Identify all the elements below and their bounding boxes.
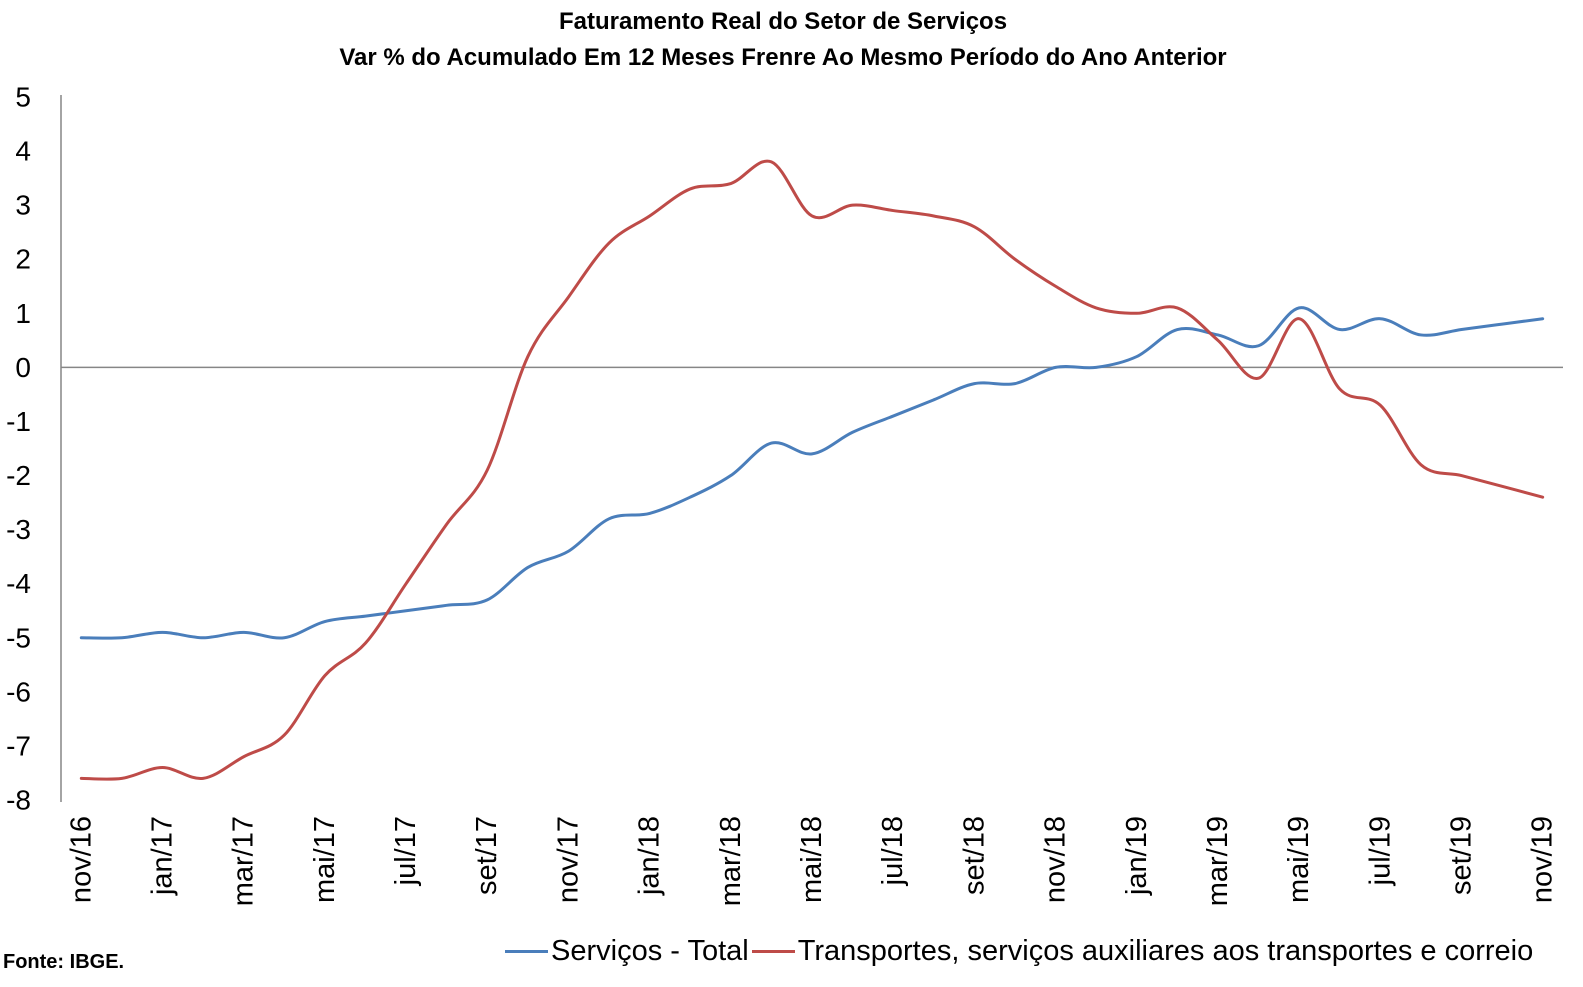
y-tick-label: -1 — [6, 406, 31, 437]
x-tick-label: nov/17 — [552, 816, 584, 903]
y-tick-label: -5 — [6, 622, 31, 653]
series-line-servicos-total — [79, 306, 1545, 640]
x-tick-label: mar/19 — [1202, 816, 1234, 906]
legend-item-servicos-total: Serviços - Total — [505, 934, 749, 968]
y-tick-label: 4 — [15, 136, 31, 167]
y-tick-label: 3 — [15, 190, 31, 221]
x-tick-label: mai/18 — [796, 816, 828, 903]
x-axis-labels: nov/16 jan/17 mar/17 mai/17 jul/17 set/17 nov/… — [65, 816, 1558, 906]
x-tick-label: mai/19 — [1283, 816, 1315, 903]
x-tick-label: mar/18 — [715, 816, 747, 906]
x-tick-label: jan/18 — [634, 816, 666, 896]
y-tick-label: -7 — [6, 730, 31, 761]
legend-label-servicos-total: Serviços - Total — [551, 935, 749, 967]
y-tick-label: -8 — [6, 785, 31, 816]
source-note: Fonte: IBGE. — [3, 951, 125, 973]
x-tick-label: set/18 — [958, 816, 990, 895]
y-tick-label: -6 — [6, 676, 31, 707]
y-tick-label: -2 — [6, 460, 31, 491]
x-tick-label: jan/17 — [146, 816, 178, 896]
x-tick-label: jul/17 — [390, 816, 422, 886]
chart-title-block: Faturamento Real do Setor de Serviços Va… — [0, 4, 1566, 76]
series-line-transportes-servicos — [79, 159, 1545, 781]
chart-title: Faturamento Real do Setor de Serviços — [558, 8, 1008, 35]
y-tick-label: -3 — [6, 514, 31, 545]
x-tick-label: set/19 — [1446, 816, 1478, 895]
x-tick-label: jul/18 — [877, 816, 909, 886]
legend-swatch-transportes — [751, 949, 795, 953]
x-tick-label: mai/17 — [309, 816, 341, 903]
x-tick-label: nov/18 — [1040, 816, 1072, 903]
legend-label-transportes: Transportes, serviços auxiliares aos tra… — [797, 935, 1534, 967]
y-tick-label: 1 — [15, 298, 31, 329]
x-tick-label: nov/19 — [1527, 816, 1559, 903]
y-tick-label: 5 — [15, 82, 31, 113]
y-tick-label: 2 — [15, 244, 31, 275]
x-tick-label: jul/19 — [1364, 816, 1396, 886]
x-tick-label: mar/17 — [228, 816, 260, 906]
chart-subtitle: Var % do Acumulado Em 12 Meses Frenre Ao… — [339, 44, 1227, 71]
chart-legend: Serviços - Total Transportes, serviços a… — [505, 934, 1533, 968]
x-tick-label: jan/19 — [1121, 816, 1153, 896]
y-axis-labels: 5 4 3 2 1 0 -1 -2 -3 -4 -5 -6 -7 -8 — [6, 82, 31, 816]
x-tick-label: set/17 — [471, 816, 503, 895]
legend-swatch-servicos-total — [505, 949, 548, 953]
legend-item-transportes: Transportes, serviços auxiliares aos tra… — [749, 934, 1534, 968]
y-tick-label: -4 — [6, 568, 31, 599]
x-tick-label: nov/16 — [65, 816, 97, 903]
y-tick-label: 0 — [15, 352, 31, 383]
